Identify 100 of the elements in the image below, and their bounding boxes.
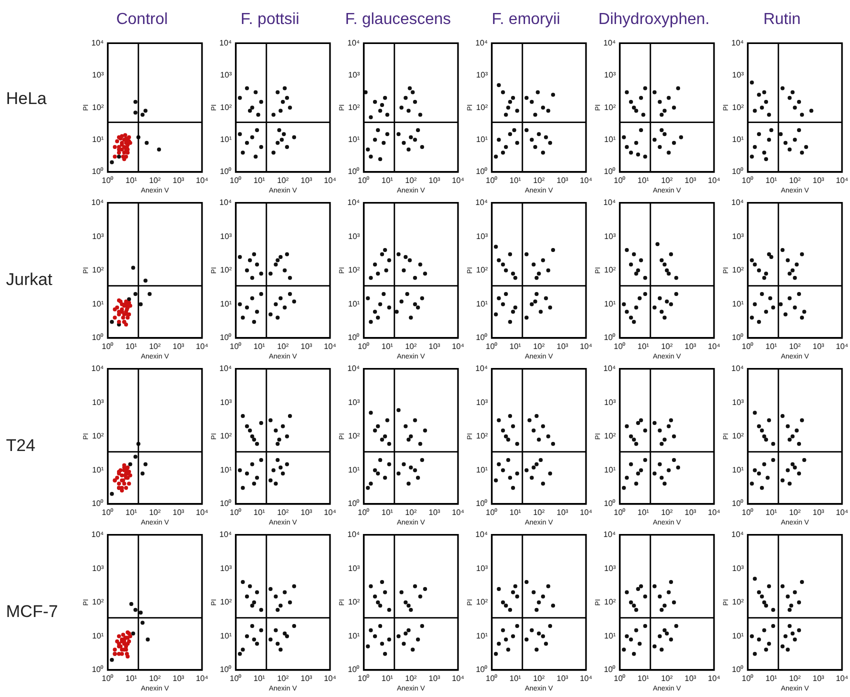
y-tick-label: 10⁴ bbox=[603, 38, 616, 48]
y-tick-label: 10³ bbox=[604, 70, 616, 80]
y-tick-label: 10⁴ bbox=[731, 38, 744, 48]
x-tick-label: 10³ bbox=[428, 508, 441, 518]
y-tick-label: 10⁰ bbox=[732, 167, 744, 176]
y-tick-label: 10³ bbox=[732, 232, 744, 241]
x-tick-label: 10³ bbox=[300, 342, 313, 352]
x-tick-label: 10⁴ bbox=[708, 342, 721, 352]
x-tick-label: 10¹ bbox=[638, 176, 650, 186]
y-tick-label: 10³ bbox=[476, 564, 488, 573]
y-tick-label: 10² bbox=[348, 266, 360, 275]
y-tick-label: 10² bbox=[348, 598, 360, 607]
y-tick-label: 10¹ bbox=[220, 135, 232, 144]
x-tick-label: 10⁰ bbox=[102, 508, 114, 518]
y-tick-label: 10⁴ bbox=[475, 364, 488, 374]
x-tick-label: 10¹ bbox=[766, 342, 778, 352]
y-tick-label: 10¹ bbox=[732, 465, 744, 474]
y-tick-label: 10⁰ bbox=[476, 665, 488, 674]
x-tick-label: 10⁴ bbox=[708, 176, 721, 186]
x-tick-label: 10¹ bbox=[638, 674, 650, 684]
x-tick-label: 10³ bbox=[300, 176, 313, 186]
y-tick-label: 10³ bbox=[348, 232, 360, 241]
y-tick-label: 10¹ bbox=[476, 631, 488, 640]
y-tick-label: 10³ bbox=[92, 232, 104, 241]
y-tick-label: 10² bbox=[732, 266, 744, 275]
y-tick-label: 10³ bbox=[92, 398, 104, 407]
y-tick-label: 10² bbox=[220, 598, 232, 607]
x-tick-label: 10⁴ bbox=[836, 176, 849, 186]
y-tick-label: 10⁰ bbox=[220, 333, 232, 342]
x-tick-label: 10⁴ bbox=[196, 674, 209, 684]
x-tick-label: 10³ bbox=[684, 176, 697, 186]
x-tick-label: 10⁴ bbox=[708, 508, 721, 518]
x-tick-label: 10² bbox=[661, 176, 673, 186]
x-tick-label: 10⁰ bbox=[102, 342, 114, 352]
y-tick-label: 10³ bbox=[732, 70, 744, 80]
y-tick-label: 10⁰ bbox=[732, 499, 744, 508]
x-tick-label: 10¹ bbox=[126, 508, 138, 518]
x-tick-label: 10⁴ bbox=[580, 508, 593, 518]
y-tick-label: 10² bbox=[92, 102, 104, 112]
x-tick-label: 10³ bbox=[428, 342, 441, 352]
y-tick-label: 10² bbox=[604, 266, 616, 275]
y-tick-label: 10⁴ bbox=[475, 530, 488, 540]
y-tick-label: 10¹ bbox=[348, 135, 360, 144]
x-tick-label: 10⁰ bbox=[230, 508, 242, 518]
x-tick-label: 10² bbox=[149, 674, 161, 684]
y-tick-label: 10⁴ bbox=[219, 530, 232, 540]
x-tick-label: 10¹ bbox=[382, 176, 394, 186]
x-tick-label: 10⁴ bbox=[452, 342, 465, 352]
y-tick-label: 10¹ bbox=[92, 631, 104, 640]
x-tick-label: 10⁰ bbox=[614, 176, 626, 186]
x-tick-label: 10⁰ bbox=[742, 342, 754, 352]
y-tick-label: 10³ bbox=[348, 70, 360, 80]
y-tick-label: 10² bbox=[220, 432, 232, 441]
y-tick-label: 10² bbox=[604, 432, 616, 441]
y-tick-label: 10⁴ bbox=[347, 198, 360, 208]
y-tick-label: 10¹ bbox=[92, 135, 104, 144]
chart-title: F. glaucescens bbox=[345, 11, 451, 28]
y-tick-label: 10¹ bbox=[220, 299, 232, 308]
y-tick-label: 10² bbox=[476, 598, 488, 607]
y-tick-label: 10³ bbox=[476, 232, 488, 241]
y-tick-label: 10¹ bbox=[732, 631, 744, 640]
x-tick-label: 10³ bbox=[300, 674, 313, 684]
y-tick-label: 10¹ bbox=[604, 135, 616, 144]
y-tick-label: 10² bbox=[348, 432, 360, 441]
y-tick-label: 10³ bbox=[732, 398, 744, 407]
x-tick-label: 10³ bbox=[556, 674, 569, 684]
x-tick-label: 10² bbox=[661, 508, 673, 518]
y-tick-label: 10⁰ bbox=[732, 665, 744, 674]
y-tick-label: 10⁴ bbox=[603, 198, 616, 208]
x-tick-label: 10⁰ bbox=[102, 674, 114, 684]
x-tick-label: 10¹ bbox=[382, 674, 394, 684]
y-tick-label: 10⁰ bbox=[92, 665, 104, 674]
x-tick-label: 10³ bbox=[556, 342, 569, 352]
y-tick-label: 10⁰ bbox=[604, 167, 616, 176]
y-tick-label: 10⁴ bbox=[731, 364, 744, 374]
y-tick-label: 10¹ bbox=[220, 465, 232, 474]
x-tick-label: 10⁰ bbox=[486, 508, 498, 518]
x-tick-label: 10¹ bbox=[382, 342, 394, 352]
x-tick-label: 10³ bbox=[684, 674, 697, 684]
x-tick-label: 10⁰ bbox=[230, 674, 242, 684]
chart-title: Rutin bbox=[763, 11, 801, 28]
y-tick-label: 10² bbox=[732, 598, 744, 607]
y-tick-label: 10² bbox=[604, 102, 616, 112]
y-tick-label: 10² bbox=[732, 102, 744, 112]
x-tick-label: 10⁰ bbox=[230, 176, 242, 186]
x-tick-label: 10¹ bbox=[126, 342, 138, 352]
y-tick-label: 10³ bbox=[604, 564, 616, 573]
x-tick-label: 10¹ bbox=[254, 176, 266, 186]
y-tick-label: 10³ bbox=[220, 232, 232, 241]
x-tick-label: 10⁰ bbox=[358, 508, 370, 518]
chart-title: Control bbox=[116, 11, 168, 28]
x-tick-label: 10² bbox=[533, 176, 545, 186]
y-tick-label: 10³ bbox=[604, 232, 616, 241]
y-tick-label: 10⁴ bbox=[219, 38, 232, 48]
x-tick-label: 10² bbox=[149, 508, 161, 518]
x-tick-label: 10¹ bbox=[766, 176, 778, 186]
x-tick-label: 10² bbox=[789, 508, 801, 518]
text: MCF-7 bbox=[5, 602, 59, 622]
y-tick-label: 10⁴ bbox=[603, 530, 616, 540]
x-tick-label: 10² bbox=[277, 342, 289, 352]
